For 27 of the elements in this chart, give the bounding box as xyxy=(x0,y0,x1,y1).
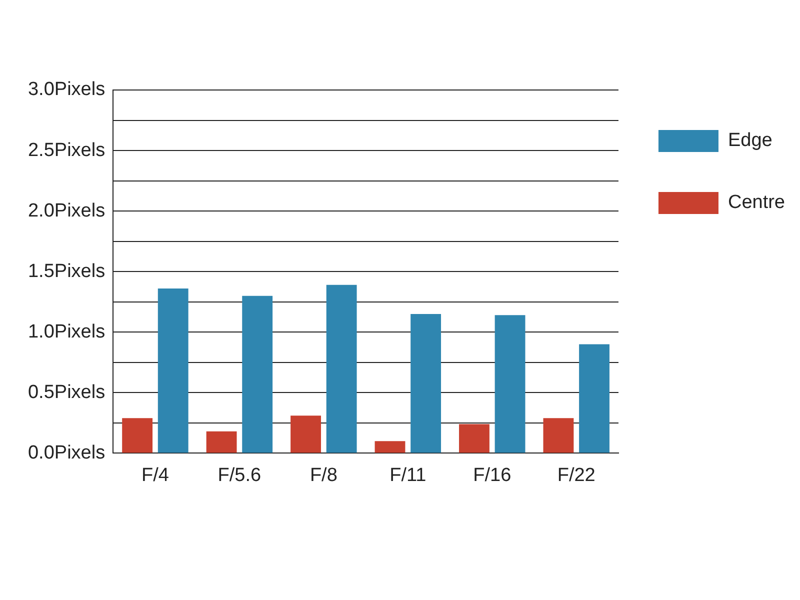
bar xyxy=(494,315,526,453)
x-tick-label: F/16 xyxy=(473,464,512,486)
bar xyxy=(459,424,490,453)
bar xyxy=(579,344,610,453)
bar xyxy=(290,416,321,453)
y-tick-label: 0.5Pixels xyxy=(28,382,106,403)
bar xyxy=(206,431,237,453)
y-tick-label: 1.5Pixels xyxy=(28,260,106,282)
y-tick-label: 2.5Pixels xyxy=(28,140,106,161)
x-tick-label: F/5.6 xyxy=(218,464,262,486)
bar xyxy=(122,418,153,453)
x-tick-label: F/22 xyxy=(557,464,596,486)
y-tick-label: 1.0Pixels xyxy=(28,321,106,342)
bar xyxy=(374,441,406,453)
bar xyxy=(326,284,357,453)
bar xyxy=(158,288,188,453)
bar xyxy=(242,296,273,453)
x-tick-label: F/11 xyxy=(390,464,426,486)
y-tick-label: 3.0Pixels xyxy=(28,79,106,100)
x-tick-label: F/4 xyxy=(141,464,170,486)
legend-label: Edge xyxy=(728,130,772,152)
x-tick-label: F/8 xyxy=(310,464,338,486)
y-tick-label: 2.0Pixels xyxy=(28,200,106,222)
legend-label: Centre xyxy=(728,192,786,214)
bar xyxy=(410,314,442,453)
bar xyxy=(543,418,574,453)
y-tick-label: 0.0Pixels xyxy=(28,442,106,464)
